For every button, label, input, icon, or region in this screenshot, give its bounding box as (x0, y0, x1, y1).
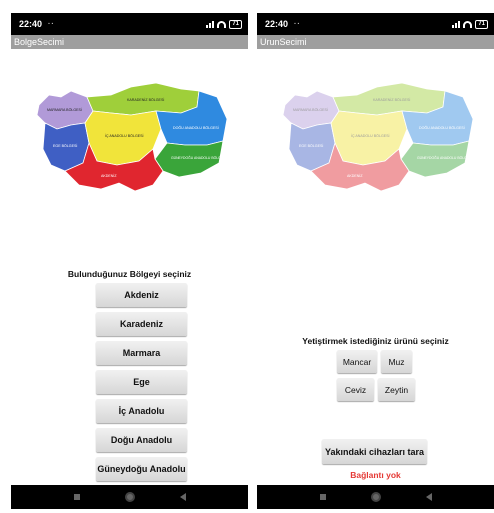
map-region-ic-anadolu (330, 110, 408, 166)
region-button-dogu-anadolu[interactable]: Doğu Anadolu (96, 428, 187, 452)
map-label-ic-anadolu: İÇ ANADOLU BÖLGESİ (105, 133, 144, 138)
status-time: 22:40 (265, 19, 289, 29)
status-bar: 22:40 ·· 71 (11, 13, 248, 35)
map-label-ege: EGE BÖLGESİ (299, 143, 323, 148)
map-label-dogu: DOĞU ANADOLU BÖLGESİ (173, 125, 219, 130)
map-region-akdeniz (310, 141, 410, 192)
wifi-icon (463, 20, 473, 28)
map-label-karadeniz: KARADENİZ BÖLGESİ (373, 97, 410, 102)
signal-icon (452, 20, 461, 28)
turkey-regions-map: MARMARA BÖLGESİ KARADENİZ BÖLGESİ İÇ ANA… (282, 82, 474, 192)
recent-apps-icon[interactable] (73, 494, 80, 500)
map-region-marmara (282, 90, 340, 130)
map-label-akdeniz: AKDENİZ (101, 173, 117, 178)
status-icons: 71 (206, 19, 242, 29)
map-label-guneydogu: GÜNEYDOĞU ANADOLU BÖLGESİ (171, 155, 226, 160)
region-button-karadeniz[interactable]: Karadeniz (96, 312, 187, 336)
product-selection-screen: 22:40 ·· 71 UrunSecimi MARMARA BÖLGESİ K… (257, 13, 494, 509)
map-region-ege (288, 122, 336, 172)
region-selection-screen: 22:40 ·· 71 BolgeSecimi MARMARA BÖLGESİ … (11, 13, 248, 509)
notification-dots: ·· (294, 20, 301, 28)
region-button-ic-anadolu[interactable]: İç Anadolu (96, 399, 187, 423)
app-title-bar: BolgeSecimi (11, 35, 248, 49)
connection-status: Bağlantı yok (350, 470, 401, 480)
turkey-regions-map: MARMARA BÖLGESİ KARADENİZ BÖLGESİ İÇ ANA… (36, 82, 228, 192)
map-region-karadeniz (332, 82, 446, 116)
wifi-icon (217, 20, 227, 28)
map-region-dogu (401, 90, 474, 146)
product-button-ceviz[interactable]: Ceviz (337, 378, 374, 401)
region-button-akdeniz[interactable]: Akdeniz (96, 283, 187, 307)
region-prompt: Bulunduğunuz Bölgeyi seçiniz (67, 269, 192, 279)
back-icon[interactable] (179, 493, 186, 501)
map-label-marmara: MARMARA BÖLGESİ (293, 107, 328, 112)
map-region-guneydogu (400, 140, 470, 178)
product-button-zeytin[interactable]: Zeytin (378, 378, 415, 401)
navigation-bar (257, 485, 494, 509)
home-icon[interactable] (370, 492, 381, 502)
map-label-ic-anadolu: İÇ ANADOLU BÖLGESİ (351, 133, 390, 138)
map-region-akdeniz (64, 141, 164, 192)
product-button-muz[interactable]: Muz (381, 350, 412, 373)
map-label-dogu: DOĞU ANADOLU BÖLGESİ (419, 125, 465, 130)
map-label-karadeniz: KARADENİZ BÖLGESİ (127, 97, 164, 102)
home-icon[interactable] (124, 492, 135, 502)
scan-nearby-devices-button[interactable]: Yakındaki cihazları tara (322, 439, 427, 464)
signal-icon (206, 20, 215, 28)
product-prompt: Yetiştirmek istediğiniz ürünü seçiniz (302, 336, 449, 346)
map-label-guneydogu: GÜNEYDOĞU ANADOLU BÖLGESİ (417, 155, 472, 160)
map-label-marmara: MARMARA BÖLGESİ (47, 107, 82, 112)
map-label-akdeniz: AKDENİZ (347, 173, 363, 178)
navigation-bar (11, 485, 248, 509)
region-button-ege[interactable]: Ege (96, 370, 187, 394)
product-button-mancar[interactable]: Mancar (337, 350, 377, 373)
back-icon[interactable] (425, 493, 432, 501)
map-label-ege: EGE BÖLGESİ (53, 143, 77, 148)
battery-icon: 71 (475, 19, 488, 29)
battery-icon: 71 (229, 19, 242, 29)
map-region-dogu (155, 90, 228, 146)
region-button-guneydogu-anadolu[interactable]: Güneydoğu Anadolu (96, 457, 187, 481)
status-time: 22:40 (19, 19, 43, 29)
region-button-marmara[interactable]: Marmara (96, 341, 187, 365)
status-bar: 22:40 ·· 71 (257, 13, 494, 35)
status-icons: 71 (452, 19, 488, 29)
notification-dots: ·· (48, 20, 55, 28)
recent-apps-icon[interactable] (319, 494, 326, 500)
app-title-bar: UrunSecimi (257, 35, 494, 49)
